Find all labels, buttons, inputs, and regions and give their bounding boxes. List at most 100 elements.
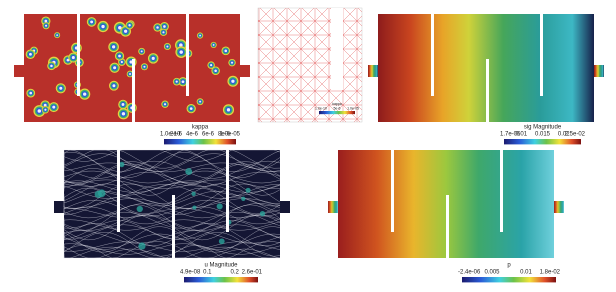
vortex bbox=[241, 196, 246, 202]
inclusion bbox=[210, 64, 213, 67]
slit bbox=[500, 150, 503, 232]
inclusion bbox=[43, 103, 47, 107]
inclusion bbox=[44, 108, 47, 111]
colorbar bbox=[164, 139, 236, 145]
streamline bbox=[63, 219, 281, 231]
inclusion bbox=[44, 19, 48, 23]
colorbar-tick-label: 6e-6 bbox=[202, 132, 215, 138]
vortex bbox=[138, 242, 146, 250]
inclusion bbox=[101, 24, 105, 29]
mesh-panel bbox=[257, 7, 363, 123]
colorbar-title: p bbox=[507, 263, 511, 269]
colorbar-tick-label: 4e-6 bbox=[186, 132, 199, 138]
streamline bbox=[63, 151, 281, 178]
colorbar bbox=[184, 277, 258, 283]
inclusion bbox=[199, 100, 202, 103]
slit bbox=[172, 195, 175, 258]
inclusion bbox=[90, 20, 94, 24]
inlet bbox=[328, 201, 338, 213]
inclusion bbox=[224, 49, 228, 53]
inclusion bbox=[45, 24, 48, 27]
colorbar-tick-label: 0.02 bbox=[558, 132, 570, 138]
colorbar-tick-label: 2.5e-02 bbox=[565, 132, 586, 138]
inlet bbox=[368, 65, 378, 77]
streamline bbox=[63, 226, 281, 253]
streamline bbox=[63, 230, 281, 244]
slit bbox=[77, 14, 80, 96]
streamline bbox=[63, 187, 281, 215]
streamline bbox=[63, 149, 281, 172]
inclusion bbox=[29, 52, 32, 56]
colorbar-tick-label: 1.0e-05 bbox=[347, 106, 359, 110]
slit bbox=[446, 195, 449, 258]
colorbar bbox=[462, 277, 556, 283]
colorbar-tick-label: 0.01 bbox=[515, 132, 527, 138]
colorbar-tick-label: 1.7e-06 bbox=[500, 132, 521, 138]
velocity-panel bbox=[54, 149, 290, 259]
mesh-slit bbox=[331, 8, 343, 90]
inclusion bbox=[199, 34, 202, 37]
streamline bbox=[63, 241, 281, 252]
inclusion bbox=[163, 25, 166, 28]
inclusion bbox=[50, 64, 53, 68]
inclusion bbox=[71, 56, 75, 60]
inclusion bbox=[162, 31, 165, 34]
inclusion bbox=[179, 50, 183, 54]
inclusion bbox=[118, 25, 122, 30]
slit bbox=[540, 14, 543, 96]
inclusion bbox=[113, 66, 117, 70]
streamline bbox=[63, 211, 281, 229]
inclusion bbox=[112, 84, 116, 88]
inclusion bbox=[179, 43, 183, 47]
colorbar-tick-label: 0.2 bbox=[230, 270, 239, 276]
streamline bbox=[63, 245, 280, 259]
inclusion bbox=[175, 80, 178, 83]
streamline bbox=[63, 162, 281, 173]
streamline bbox=[63, 184, 281, 199]
streamline bbox=[63, 248, 281, 259]
slit bbox=[431, 14, 434, 96]
inclusion bbox=[163, 103, 167, 106]
colorbar-tick-label: 5e-6 bbox=[333, 106, 340, 110]
vortex bbox=[192, 205, 197, 210]
inclusion bbox=[140, 50, 143, 53]
colorbar-tick-label: 0.005 bbox=[484, 270, 500, 276]
colorbar bbox=[504, 139, 581, 145]
colorbar-tick-label: -2.4e-06 bbox=[458, 270, 481, 276]
streamline bbox=[63, 232, 281, 257]
streamline bbox=[63, 223, 281, 247]
mesh bbox=[258, 8, 362, 122]
colorbar-tick-label: 1.0e-10 bbox=[160, 132, 181, 138]
streamline bbox=[63, 199, 281, 217]
pressure-panel bbox=[328, 150, 564, 258]
streamline bbox=[63, 179, 281, 189]
colorbar-tick-label: 1.0e-05 bbox=[220, 132, 241, 138]
streamline bbox=[63, 182, 281, 196]
streamline bbox=[63, 160, 281, 179]
inclusion bbox=[230, 61, 234, 64]
colorbar-tick-label: 0.015 bbox=[535, 132, 551, 138]
vortex bbox=[218, 238, 225, 245]
inclusion bbox=[118, 54, 121, 58]
inclusion bbox=[166, 45, 169, 48]
streamline bbox=[63, 172, 281, 187]
vortex bbox=[191, 191, 196, 196]
inclusion bbox=[143, 65, 146, 68]
inclusion bbox=[37, 109, 42, 113]
streamline bbox=[63, 204, 281, 231]
inclusion bbox=[120, 60, 123, 64]
inclusion bbox=[129, 60, 133, 64]
inclusion bbox=[124, 29, 128, 33]
streamline bbox=[63, 170, 281, 184]
colorbar-tick-label: 2.6e-01 bbox=[242, 270, 263, 276]
inclusion bbox=[52, 105, 56, 109]
slit bbox=[132, 59, 135, 122]
inclusion bbox=[121, 103, 125, 106]
outlet bbox=[240, 65, 250, 77]
inclusion bbox=[83, 92, 87, 96]
vortex bbox=[119, 161, 125, 168]
colorbar-title: sig Magnitude bbox=[524, 125, 562, 131]
inclusion bbox=[129, 72, 132, 75]
